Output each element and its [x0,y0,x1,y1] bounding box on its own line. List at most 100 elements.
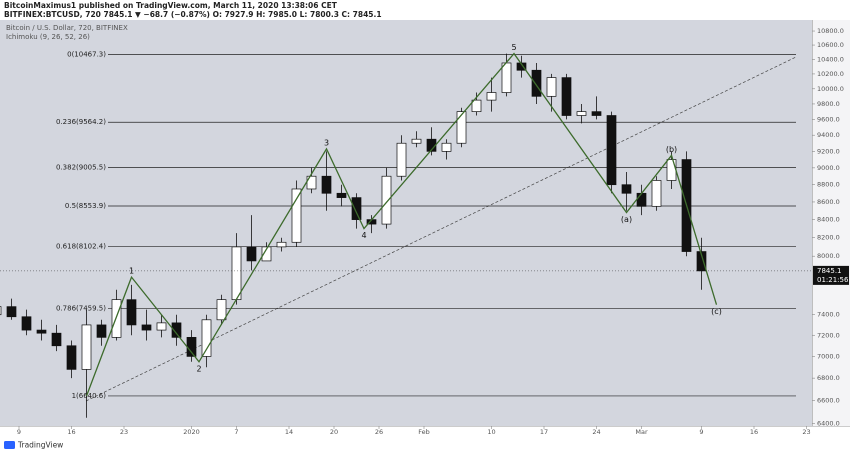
candle-body [201,319,212,357]
candle-body [381,175,392,225]
candle-body [351,197,362,220]
candle-body [321,175,332,194]
symbol-line: BITFINEX:BTCUSD, 720 7845.1 ▼ −68.7 (−0.… [4,10,382,19]
x-tick-label: 20 [330,428,338,436]
x-tick-label: Feb [418,428,430,436]
candle-body [126,299,137,326]
candle-body [246,246,257,262]
x-tick-label: 10 [487,428,495,436]
candle-body [96,324,107,338]
x-tick-label: Mar [635,428,648,436]
candle-body [486,92,497,101]
candle-body [336,192,347,198]
y-tick-label: 7200.0 [817,331,840,339]
wave-line [85,52,718,397]
wave-label: 2 [196,364,201,373]
candle-body [216,299,227,321]
x-tick-label: 16 [750,428,758,436]
candle-body [696,251,707,272]
y-tick-label: 8200.0 [817,234,840,242]
wave-label: 3 [324,138,329,147]
y-tick-label: 7000.0 [817,352,840,360]
x-tick-label: 2020 [183,428,200,436]
y-tick-label: 10400.0 [817,55,844,63]
candle-body [261,246,272,262]
y-tick-label: 8600.0 [817,198,840,206]
candles [0,53,707,418]
fib-label: 0.382(9005.5) [56,163,106,171]
candle-body [156,322,167,331]
y-tick-label: 10600.0 [817,41,844,49]
candle-body [501,62,512,93]
indicator-label: Ichimoku (9, 26, 52, 26) [6,33,90,41]
y-tick-label: 10800.0 [817,27,844,35]
y-tick-label: 9200.0 [817,147,840,155]
x-tick-label: 23 [120,428,128,436]
candle-body [456,111,467,144]
candle-body [66,345,77,370]
candle-body [51,332,62,347]
candle-body [396,142,407,177]
candle-body [441,142,452,152]
y-tick-label: 6600.0 [817,397,840,405]
fib-label: 0.618(8102.4) [56,243,106,251]
candle-body [561,77,572,116]
candle-body [531,69,542,97]
x-tick-label: 7 [234,428,238,436]
wave-label: (b) [666,145,677,154]
x-tick-label: 23 [802,428,810,436]
candle-body [0,306,2,316]
candle-body [621,184,632,194]
fib-label: 1(6640.6) [72,392,107,400]
fib-label: 0.236(9564.2) [56,118,106,126]
chart-title: Bitcoin / U.S. Dollar, 720, BITFINEX [6,24,128,32]
x-tick-label: 16 [67,428,75,436]
y-tick-label: 8800.0 [817,181,840,189]
candle-body [36,329,47,334]
price-axis-background [812,20,850,426]
candle-body [141,324,152,331]
y-tick-label: 10000.0 [817,85,844,93]
candle-body [231,246,242,301]
wave-label: 5 [511,43,516,52]
x-tick-label: 17 [540,428,548,436]
candle-body [546,77,557,97]
publisher-line: BitcoinMaximus1 published on TradingView… [4,1,338,10]
candle-body [6,306,17,318]
wave-label: 4 [361,231,366,240]
candle-body [471,99,482,112]
candle-body [576,111,587,116]
candle-body [291,188,302,243]
footer-logo: TradingView [4,441,63,450]
logo-icon [4,441,15,449]
y-tick-label: 9800.0 [817,100,840,108]
y-tick-label: 7400.0 [817,311,840,319]
candle-body [21,316,32,331]
candle-body [636,192,647,207]
candle-body [276,241,287,248]
brand: TradingView [17,441,63,450]
y-tick-label: 8000.0 [817,252,840,260]
candle-body [516,62,527,71]
x-tick-label: 14 [285,428,293,436]
x-tick-label: 9 [17,428,21,436]
y-tick-label: 8400.0 [817,216,840,224]
y-tick-label: 6800.0 [817,374,840,382]
wave-label: (c) [711,307,722,316]
candle-body [606,115,617,186]
countdown-label: 01:21:56 [817,276,849,284]
x-tick-label: 26 [375,428,383,436]
x-tick-label: 24 [592,428,600,436]
y-tick-label: 9600.0 [817,115,840,123]
fib-label: 0.5(8553.9) [65,202,106,210]
candle-body [591,111,602,116]
candle-body [666,159,677,181]
candle-body [171,322,182,338]
plot-background [0,20,812,426]
wave-label: 1 [129,267,134,276]
wave-label: (a) [621,215,632,224]
fib-label: 0.786(7459.5) [56,305,106,313]
candle-body [651,180,662,207]
